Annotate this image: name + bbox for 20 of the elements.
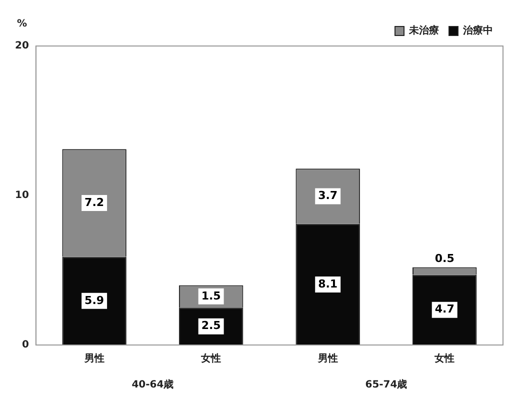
x-tick-label: 男性	[83, 352, 104, 365]
data-label: 2.5	[201, 319, 221, 332]
y-tick-label: 20	[14, 40, 29, 52]
text: 65-74歳	[365, 378, 408, 391]
data-label: 7.2	[84, 196, 104, 209]
data-label: 0.5	[434, 252, 454, 266]
y-tick-label: 0	[22, 340, 29, 351]
x-tick-label: 女性	[434, 352, 455, 365]
text: 40-64歳	[132, 378, 174, 391]
y-axis-title: %	[16, 18, 28, 30]
data-label: 8.1	[318, 277, 338, 290]
x-tick-label: 女性	[200, 352, 222, 365]
legend-label: 未治療	[408, 24, 439, 37]
legend-label: 治療中	[462, 24, 493, 37]
y-tick-label: 10	[14, 190, 29, 202]
data-label: 5.9	[84, 294, 104, 307]
x-tick-label: 男性	[316, 352, 338, 365]
data-label: 3.7	[318, 189, 338, 202]
data-label: 4.7	[434, 302, 454, 316]
data-label: 1.5	[201, 289, 221, 302]
